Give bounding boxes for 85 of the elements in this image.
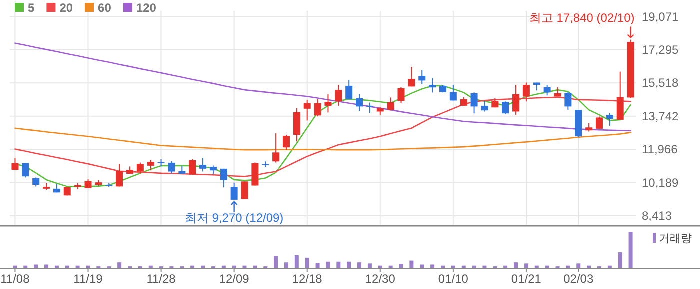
- candlestick: [136, 162, 144, 174]
- legend-label: 거래량: [659, 233, 692, 245]
- bar: [514, 262, 518, 268]
- bar: [618, 252, 622, 268]
- candlestick: [429, 78, 436, 94]
- candlestick: [470, 92, 478, 114]
- candlestick: [366, 102, 374, 114]
- candlestick: [335, 84, 342, 106]
- line-series: [14, 42, 632, 132]
- y-tick-label: 19,071: [642, 10, 680, 24]
- candlestick: [293, 108, 300, 142]
- bar: [336, 262, 341, 268]
- candlestick: [116, 164, 124, 188]
- x-tick-label: 12/30: [365, 272, 396, 286]
- candlestick: [147, 159, 154, 172]
- candlestick: [168, 160, 176, 174]
- bar: [628, 232, 633, 268]
- y-tick-label: 8,413: [642, 208, 672, 223]
- y-tick-label: 15,518: [642, 76, 680, 90]
- candlestick: [387, 97, 394, 112]
- candlestick: [554, 86, 562, 98]
- bar: [34, 264, 38, 268]
- y-tick-label: 17,295: [642, 42, 680, 57]
- bar: [284, 262, 288, 268]
- x-tick-label: 02/03: [564, 272, 594, 286]
- candlestick: [450, 84, 457, 102]
- bar: [358, 262, 362, 268]
- x-tick-label: 01/10: [438, 272, 469, 286]
- x-tick-label: 12/18: [292, 272, 323, 286]
- bar: [410, 260, 414, 268]
- candlestick: [272, 132, 280, 164]
- candlestick: [241, 181, 248, 200]
- candlestick: [189, 158, 196, 176]
- candlestick: [522, 82, 530, 102]
- candlestick: [418, 70, 426, 85]
- candlestick: [398, 86, 405, 104]
- candlestick: [606, 112, 614, 126]
- candlestick: [544, 84, 551, 96]
- candlestick: [564, 92, 572, 111]
- candlestick: [314, 98, 322, 118]
- bar: [316, 263, 320, 268]
- bar: [347, 262, 352, 268]
- bar: [274, 256, 278, 268]
- candlestick: [200, 158, 207, 172]
- candlestick: [252, 162, 259, 186]
- candlestick: [230, 182, 238, 200]
- line-series: [14, 128, 632, 151]
- legend-label: 20: [60, 1, 74, 15]
- bar: [44, 264, 49, 268]
- x-tick-label: 11/08: [0, 272, 30, 286]
- annotation: 최저 9,270 (12/09): [184, 210, 284, 225]
- candlestick: [356, 94, 364, 112]
- candlestick: [481, 100, 488, 112]
- bar: [576, 264, 581, 268]
- candlestick: [220, 168, 228, 188]
- bar: [305, 258, 310, 268]
- candlestick: [502, 101, 510, 115]
- x-tick-label: 11/28: [146, 272, 176, 286]
- y-tick-label: 10,189: [642, 176, 680, 190]
- candlestick: [512, 84, 520, 116]
- y-tick-label: 13,742: [642, 109, 680, 124]
- bar: [368, 264, 372, 268]
- bar: [326, 262, 330, 268]
- legend-label: 5: [28, 1, 35, 15]
- y-tick-label: 11,966: [642, 142, 678, 157]
- annotation: 최고 17,840 (02/10): [529, 10, 635, 25]
- candlestick: [324, 94, 332, 114]
- bar: [118, 262, 122, 268]
- bar: [430, 264, 435, 268]
- candlestick: [22, 162, 30, 178]
- candlestick: [304, 99, 311, 122]
- x-tick-label: 11/19: [74, 272, 104, 286]
- legend-label: 120: [136, 1, 157, 15]
- candlestick: [282, 134, 290, 151]
- bar: [399, 264, 404, 268]
- bar: [420, 264, 424, 268]
- bar: [524, 264, 528, 268]
- candlestick: [346, 79, 353, 100]
- bar: [294, 255, 299, 268]
- candlestick: [596, 116, 603, 130]
- candlestick: [408, 66, 416, 88]
- x-tick-label: 12/09: [219, 272, 250, 286]
- x-tick-label: 01/21: [511, 272, 542, 286]
- legend-label: 60: [98, 1, 112, 15]
- candlestick: [616, 71, 624, 120]
